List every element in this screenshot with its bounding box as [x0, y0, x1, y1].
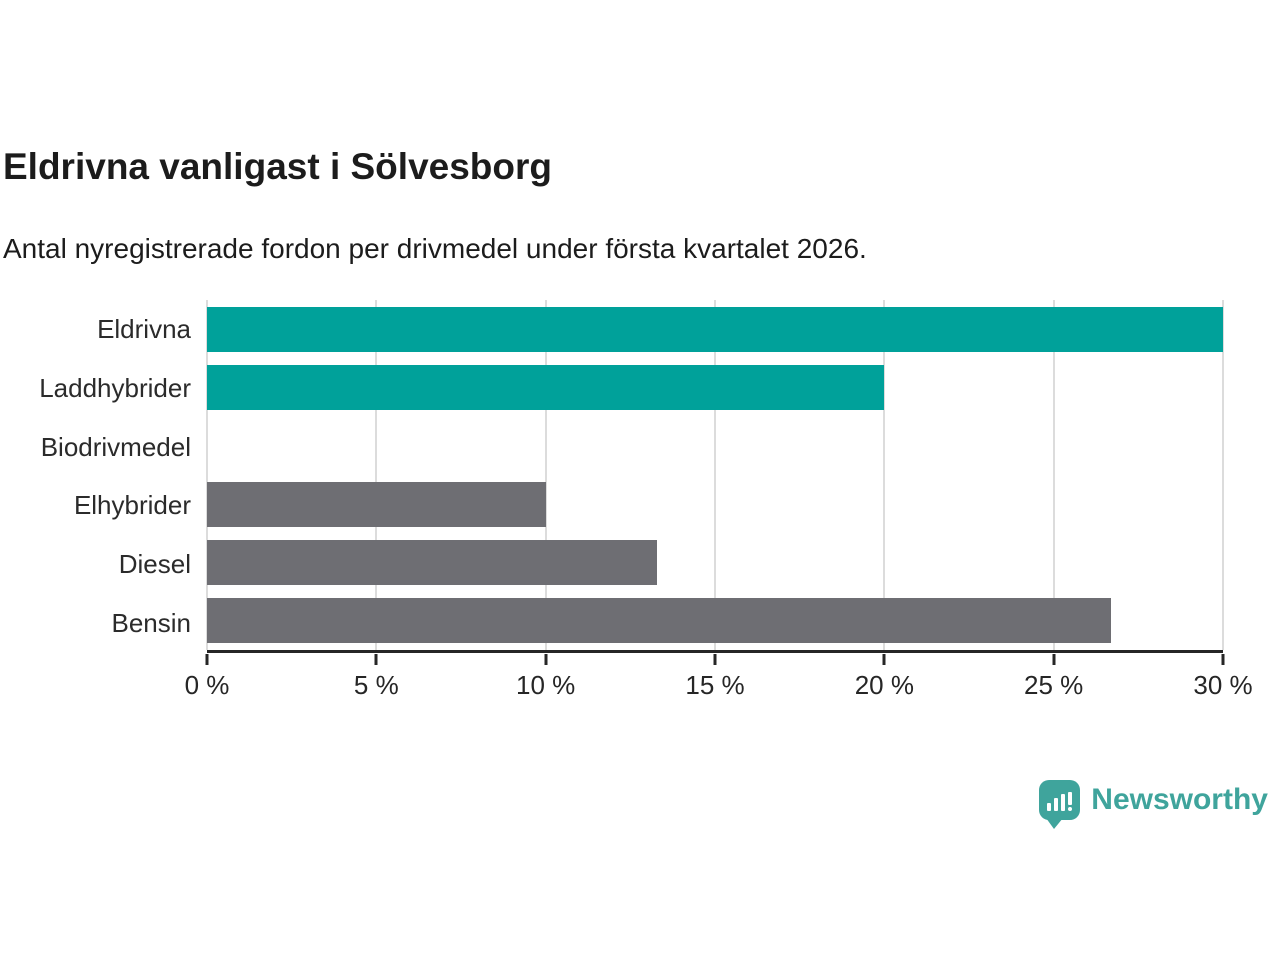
x-tick-mark — [1052, 654, 1056, 665]
category-label: Elhybrider — [73, 490, 191, 521]
x-tick-mark — [374, 654, 378, 665]
plot-area — [206, 300, 1224, 653]
newsworthy-logo-text: Newsworthy — [1091, 783, 1268, 816]
newsworthy-logo: Newsworthy — [1039, 776, 1268, 829]
category-label: Eldrivna — [97, 313, 191, 344]
bar-row — [207, 592, 1223, 650]
x-tick-label: 25 % — [1024, 670, 1084, 700]
x-axis: 0 % 5 % 10 % 15 % 20 % 25 % 30 % — [185, 653, 1253, 713]
category-label: Laddhybrider — [39, 372, 191, 403]
gridline — [375, 300, 378, 650]
gridline — [883, 300, 886, 650]
bar-row — [207, 417, 1223, 475]
x-tick-label: 0 % — [184, 670, 230, 700]
bar-row — [207, 475, 1223, 533]
x-tick-label: 15 % — [685, 670, 745, 700]
x-tick-mark — [1221, 654, 1225, 665]
exclamation-glyph — [1068, 792, 1073, 811]
gridline — [714, 300, 716, 650]
x-tick-label: 30 % — [1193, 670, 1253, 700]
category-labels-column: Eldrivna Laddhybrider Biodrivmedel Elhybrid… — [0, 300, 191, 653]
chart-title: Eldrivna vanligast i Sölvesborg — [3, 146, 553, 187]
newsworthy-logo-icon — [1039, 780, 1081, 829]
speech-bubble-tail — [1046, 818, 1064, 829]
x-tick-label: 10 % — [516, 670, 576, 700]
category-label: Diesel — [118, 549, 191, 580]
bar-row — [207, 533, 1223, 591]
gridline — [1052, 300, 1055, 650]
bar-row — [207, 300, 1223, 358]
bar-elhybrider — [207, 481, 546, 527]
bar-diesel — [207, 539, 658, 585]
x-tick-label: 20 % — [854, 670, 914, 700]
category-label: Biodrivmedel — [40, 431, 191, 462]
x-tick-mark — [205, 654, 209, 665]
x-tick-mark — [882, 654, 886, 665]
gridline — [544, 300, 547, 650]
chart-subtitle: Antal nyregistrerade fordon per drivmede… — [3, 233, 867, 264]
category-label: Bensin — [111, 608, 192, 639]
bar-laddhybrider — [207, 364, 885, 410]
x-tick-mark — [544, 654, 548, 665]
x-tick-label: 5 % — [353, 670, 399, 700]
bar-bensin — [207, 598, 1112, 644]
bar-chart-glyph — [1039, 780, 1080, 820]
x-tick-mark — [713, 654, 717, 665]
gridline — [206, 300, 208, 650]
bar-row — [207, 358, 1223, 416]
gridline — [1222, 300, 1224, 650]
bar-eldrivna — [207, 306, 1223, 352]
